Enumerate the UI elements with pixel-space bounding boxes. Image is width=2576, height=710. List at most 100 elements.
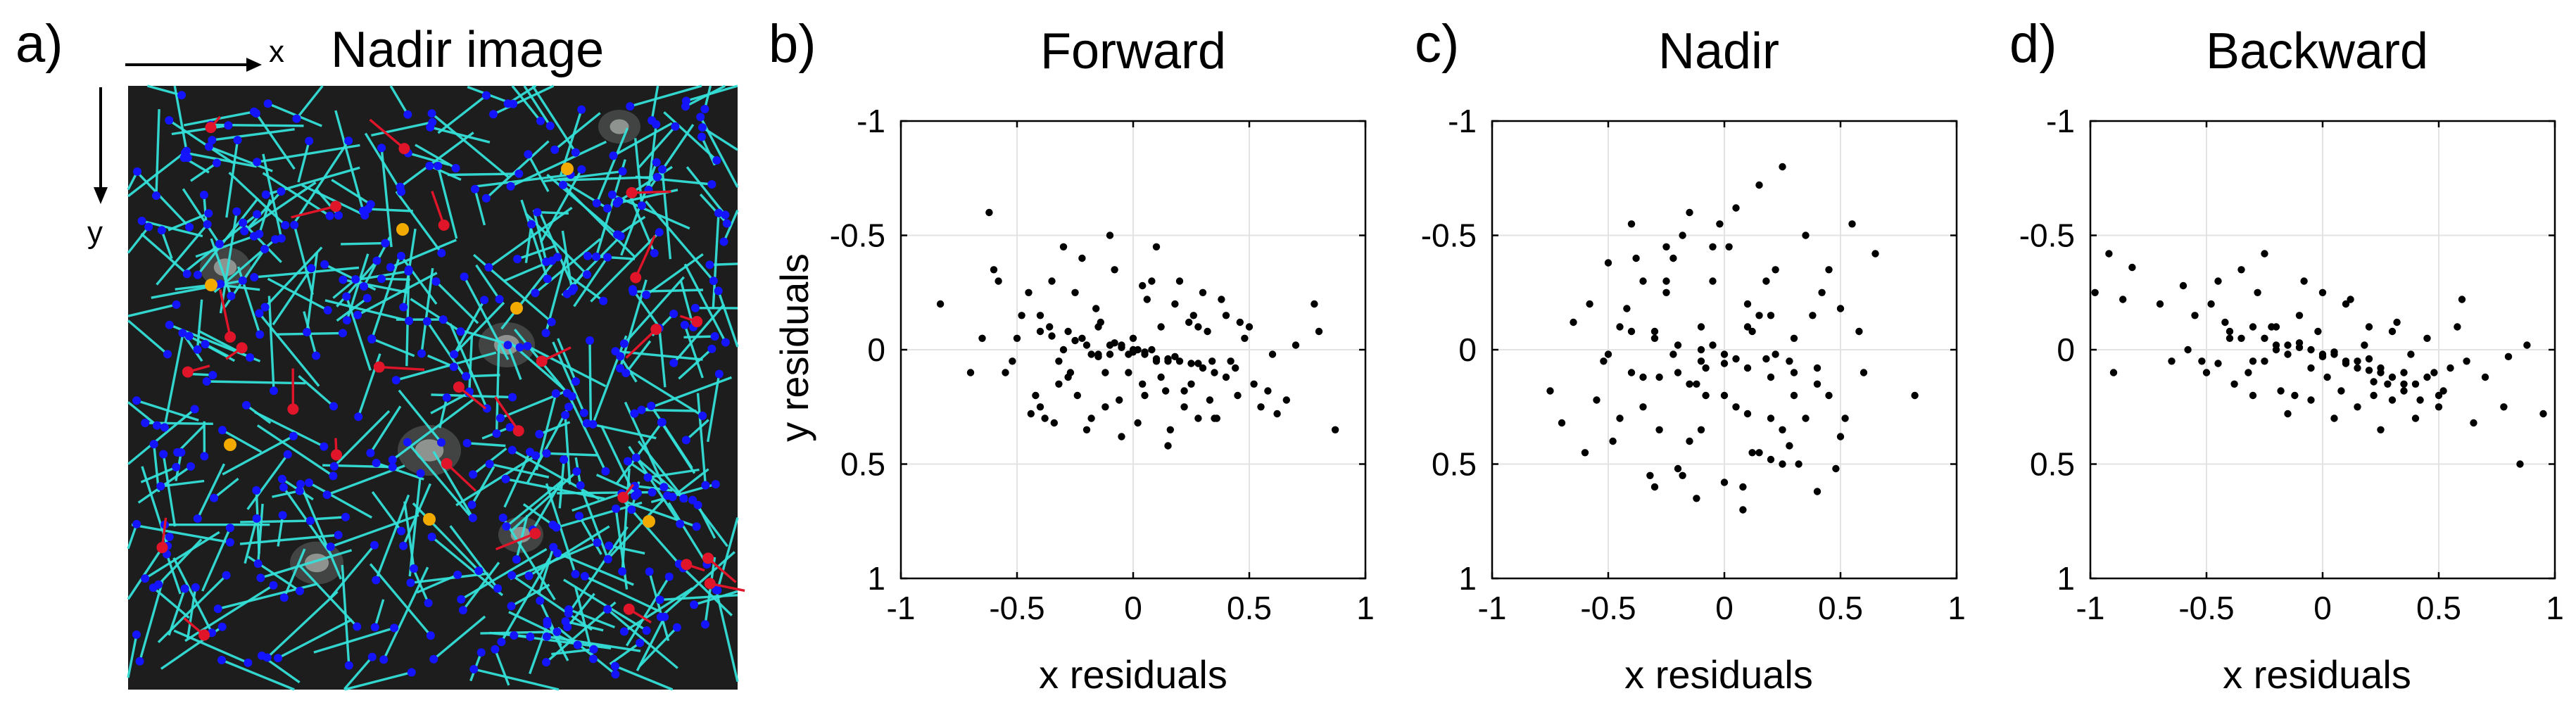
tie-point: [536, 116, 545, 125]
tie-point: [132, 630, 141, 639]
tie-point: [453, 570, 462, 579]
residual-vector: [667, 502, 708, 565]
data-point: [1732, 204, 1740, 212]
data-point: [1234, 391, 1242, 400]
data-point: [1141, 391, 1149, 400]
data-point: [1743, 364, 1752, 372]
tie-point: [681, 436, 690, 445]
outlier-point: [225, 331, 236, 343]
data-point: [2370, 378, 2378, 386]
tie-point: [405, 317, 414, 325]
data-point: [2109, 369, 2118, 376]
tie-point: [660, 612, 669, 621]
data-point: [966, 369, 975, 376]
y-tick-label: 0.5: [2030, 446, 2075, 483]
data-point: [2342, 300, 2350, 308]
residual-vector: [463, 276, 510, 360]
tie-point: [307, 264, 316, 273]
data-point: [1164, 357, 1172, 365]
tie-point: [353, 310, 362, 319]
tie-point: [250, 273, 259, 281]
data-point: [990, 266, 998, 274]
residual-vector: [244, 181, 317, 232]
residual-vector: [683, 324, 704, 379]
residual-vector: [333, 410, 391, 467]
tie-point: [390, 623, 399, 633]
tie-point: [362, 293, 372, 303]
data-point: [1650, 483, 1659, 491]
residual-vector: [135, 170, 191, 228]
tie-point: [512, 555, 521, 564]
residual-vector: [663, 111, 718, 162]
tie-point: [204, 209, 213, 218]
data-point: [2354, 357, 2361, 365]
residual-vector: [293, 224, 314, 295]
tie-point: [397, 526, 406, 535]
residual-vector: [182, 188, 221, 245]
data-point: [2237, 266, 2245, 274]
tie-point: [580, 571, 589, 581]
residual-vector: [523, 85, 552, 127]
tie-point: [697, 132, 706, 141]
tie-point: [269, 581, 278, 590]
tie-point: [652, 120, 661, 129]
data-point: [2411, 414, 2420, 422]
residual-vector: [141, 220, 203, 238]
outlier-vector: [379, 365, 425, 372]
residual-vector: [614, 665, 674, 691]
residual-vector: [136, 399, 199, 421]
residual-vector: [297, 140, 310, 183]
residual-vector: [151, 279, 244, 299]
residual-vector: [685, 419, 709, 441]
tie-point: [536, 596, 545, 605]
tie-point: [246, 353, 255, 362]
tie-point: [462, 372, 471, 381]
tie-point: [712, 585, 721, 595]
tie-point: [329, 402, 338, 411]
residual-vector: [568, 608, 616, 628]
residual-vector: [480, 630, 557, 635]
residual-vector: [346, 253, 370, 321]
data-point: [1709, 341, 1717, 349]
residual-vector: [636, 616, 666, 671]
data-point: [2249, 323, 2257, 331]
tie-point: [137, 216, 146, 225]
data-point: [1162, 387, 1170, 395]
data-point: [1818, 289, 1826, 296]
residual-vector: [712, 213, 720, 310]
data-point: [1315, 327, 1323, 336]
tie-point: [719, 237, 728, 246]
residual-vector: [557, 626, 617, 676]
data-point: [2470, 419, 2477, 427]
data-point: [1767, 455, 1775, 464]
nadir-image-panel: Nadir image x y: [87, 22, 745, 691]
tie-point: [690, 303, 700, 312]
residual-vector: [600, 425, 636, 497]
tie-point: [342, 316, 351, 325]
tie-point: [680, 320, 689, 329]
residual-vector: [266, 590, 339, 659]
tie-point: [372, 459, 381, 467]
tie-point: [553, 627, 562, 636]
data-point: [2384, 380, 2392, 388]
residual-vector: [563, 578, 648, 632]
residual-vector: [343, 671, 412, 691]
data-point: [2435, 403, 2443, 411]
data-point: [1194, 323, 1202, 331]
residual-vector: [647, 124, 657, 191]
tie-point: [199, 191, 208, 199]
data-point: [1786, 357, 1793, 365]
data-point: [2365, 323, 2373, 331]
data-point: [1767, 373, 1775, 381]
tie-point: [260, 303, 270, 312]
residual-vector: [517, 244, 556, 260]
tie-point: [260, 245, 269, 253]
data-point: [1064, 327, 1072, 336]
residual-vector: [255, 113, 296, 170]
tie-point: [201, 340, 210, 349]
residual-vector: [172, 557, 213, 634]
data-point: [1832, 464, 1840, 473]
tie-point: [354, 412, 363, 421]
tie-point: [227, 291, 236, 300]
outlier-point: [512, 425, 524, 437]
